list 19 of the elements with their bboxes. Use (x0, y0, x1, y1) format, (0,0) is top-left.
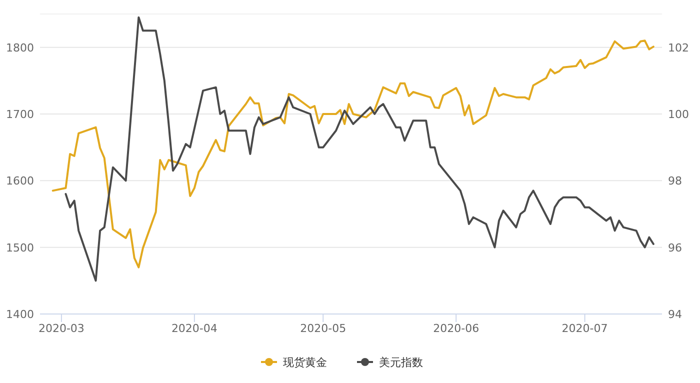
y-tick-label: 1500 (6, 241, 34, 254)
line-series (64, 16, 654, 282)
legend-label: 现货黄金 (283, 356, 327, 369)
y-tick-label: 1800 (6, 41, 34, 54)
x-tick-label: 2020-05 (300, 322, 346, 335)
legend-label: 美元指数 (379, 356, 423, 369)
line-series (52, 40, 654, 268)
x-tick-label: 2020-04 (171, 322, 218, 335)
y2-tick-label: 96 (668, 241, 682, 254)
y2-tick-label: 100 (668, 108, 689, 121)
y2-tick-label: 94 (668, 308, 682, 321)
y-tick-label: 1600 (6, 174, 34, 188)
x-tick-label: 2020-07 (562, 322, 608, 335)
y-tick-label: 1400 (6, 308, 34, 321)
y2-tick-label: 98 (668, 174, 682, 188)
x-tick-label: 2020-03 (38, 322, 84, 335)
x-tick-label: 2020-06 (433, 322, 480, 335)
y-tick-label: 1700 (6, 108, 34, 121)
y2-tick-label: 102 (668, 41, 689, 54)
